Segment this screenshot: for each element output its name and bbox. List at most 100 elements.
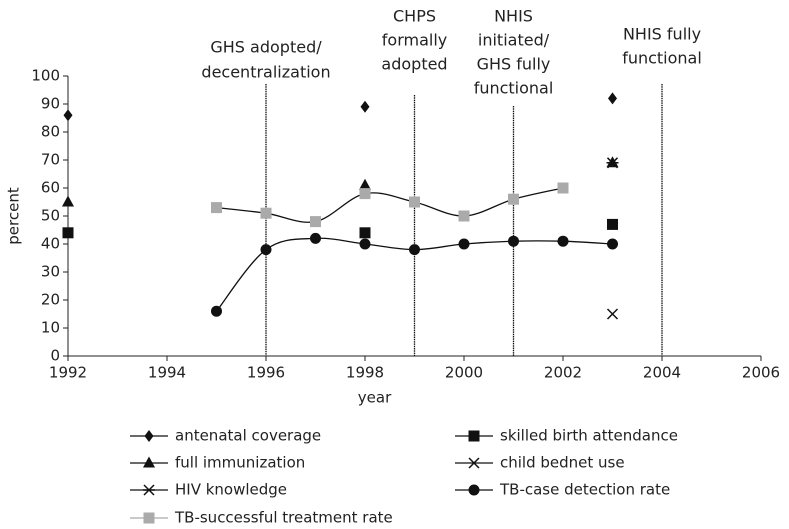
marker <box>62 195 74 207</box>
legend-marker <box>143 512 155 524</box>
marker-shape <box>409 244 420 256</box>
marker-shape <box>606 308 619 320</box>
marker-shape <box>143 456 155 468</box>
x-tick-label: 1996 <box>247 364 285 382</box>
legend-label: TB-successful treatment rate <box>174 509 393 527</box>
y-axis-label: percent <box>5 187 23 245</box>
legend-label: skilled birth attendance <box>500 427 678 445</box>
legend-label: child bednet use <box>500 454 625 472</box>
marker <box>607 218 618 230</box>
marker-shape <box>260 244 272 256</box>
marker <box>310 216 321 228</box>
marker-shape <box>606 157 619 169</box>
marker <box>359 188 371 200</box>
marker <box>607 238 618 250</box>
marker-shape <box>62 195 74 207</box>
marker-shape <box>557 235 569 247</box>
marker <box>359 238 371 250</box>
marker <box>260 207 272 219</box>
marker-shape <box>144 430 154 442</box>
marker <box>63 109 73 122</box>
event-label: initiated/ <box>478 31 550 50</box>
marker-shape <box>608 92 617 105</box>
legend-label: TB-case detection rate <box>499 481 670 499</box>
marker-shape <box>409 196 420 208</box>
y-tick-label: 20 <box>41 291 60 309</box>
marker-shape <box>310 216 321 228</box>
x-tick-label: 2002 <box>544 364 582 382</box>
x-axis-label: year <box>358 389 392 407</box>
x-tick-label: 1998 <box>346 364 384 382</box>
marker <box>508 193 519 205</box>
marker <box>360 100 370 113</box>
marker <box>211 202 222 214</box>
marker-shape <box>310 232 321 244</box>
marker-shape <box>143 484 155 496</box>
marker <box>608 92 617 105</box>
marker-shape <box>458 238 470 250</box>
event-label: CHPS <box>393 7 436 26</box>
y-tick-label: 90 <box>41 95 60 113</box>
marker <box>409 244 420 256</box>
event-label: functional <box>622 49 702 68</box>
legend-marker <box>468 457 480 469</box>
marker-shape <box>468 430 480 442</box>
marker <box>557 235 569 247</box>
marker <box>508 235 519 247</box>
marker-shape <box>63 109 73 122</box>
legend-label: HIV knowledge <box>175 481 287 499</box>
marker <box>359 178 371 190</box>
marker-shape <box>359 227 371 239</box>
marker-shape <box>211 202 222 214</box>
marker <box>359 227 371 239</box>
event-label: decentralization <box>201 63 330 82</box>
marker-shape <box>557 182 569 194</box>
marker-shape <box>359 238 371 250</box>
y-tick-label: 10 <box>41 319 60 337</box>
x-tick-label: 2000 <box>445 364 483 382</box>
x-tick-label: 1994 <box>148 364 186 382</box>
event-label: NHIS <box>494 7 533 26</box>
marker-shape <box>62 227 74 239</box>
marker-shape <box>468 457 480 469</box>
legend-label: antenatal coverage <box>175 427 321 445</box>
marker <box>260 244 272 256</box>
marker-shape <box>359 188 371 200</box>
legend-marker <box>143 456 155 468</box>
y-tick-label: 100 <box>31 67 60 85</box>
marker-shape <box>360 100 370 113</box>
event-label: functional <box>474 79 554 98</box>
y-tick-label: 30 <box>41 263 60 281</box>
legend-marker <box>468 484 480 496</box>
y-tick-label: 50 <box>41 207 60 225</box>
marker <box>458 238 470 250</box>
marker-shape <box>468 484 480 496</box>
x-tick-label: 2004 <box>643 364 681 382</box>
marker <box>62 227 74 239</box>
event-label: formally <box>382 31 447 50</box>
marker-shape <box>607 238 618 250</box>
y-tick-label: 80 <box>41 123 60 141</box>
event-label: NHIS fully <box>623 25 701 44</box>
legend-marker <box>468 430 480 442</box>
marker <box>310 232 321 244</box>
y-tick-label: 70 <box>41 151 60 169</box>
marker <box>606 157 619 169</box>
marker-shape <box>607 218 618 230</box>
marker-shape <box>260 207 272 219</box>
y-tick-label: 60 <box>41 179 60 197</box>
marker <box>458 210 470 222</box>
marker-shape <box>143 512 155 524</box>
marker-shape <box>211 305 222 317</box>
x-tick-label: 2006 <box>742 364 780 382</box>
legend-marker <box>143 484 155 496</box>
x-tick-label: 1992 <box>49 364 87 382</box>
y-tick-label: 40 <box>41 235 60 253</box>
marker <box>557 182 569 194</box>
marker-shape <box>508 235 519 247</box>
event-label: GHS adopted/ <box>210 38 322 57</box>
marker <box>211 305 222 317</box>
marker <box>606 308 619 320</box>
marker-shape <box>458 210 470 222</box>
